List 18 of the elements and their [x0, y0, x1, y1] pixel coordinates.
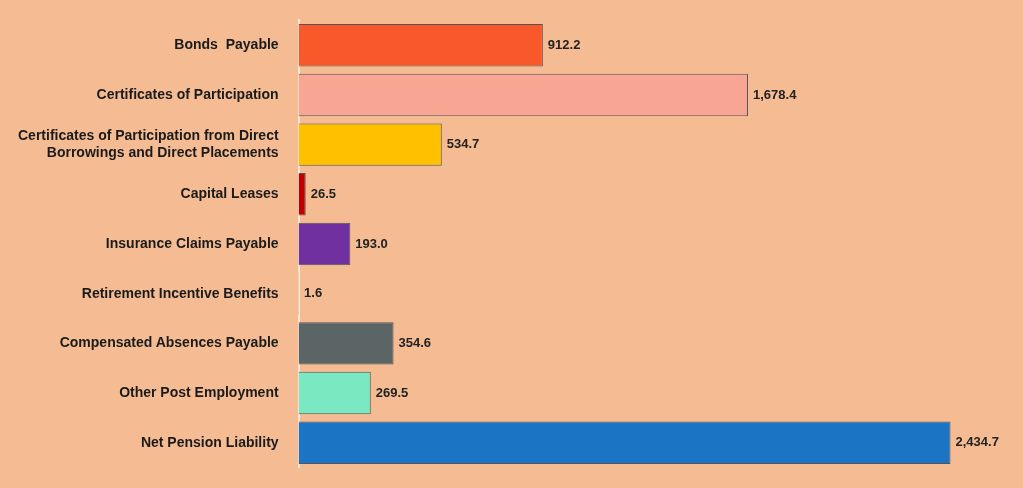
data-label: 2,434.7 — [955, 434, 999, 450]
data-label: 193.0 — [355, 235, 388, 251]
data-label: 912.2 — [547, 36, 581, 52]
data-label: 354.6 — [398, 334, 432, 350]
data-label: 26.5 — [310, 185, 337, 201]
data-label: 534.7 — [446, 136, 480, 152]
y-tick-label: Net Pension Liability — [140, 433, 279, 450]
y-tick-label: Retirement Incentive Benefits — [81, 284, 279, 301]
y-tick-label: Compensated Absences Payable — [59, 334, 279, 351]
data-label: 1,678.4 — [753, 86, 798, 102]
y-tick-label: Other Post Employment — [119, 383, 279, 400]
y-tick-label: Insurance Claims Payable — [105, 234, 279, 251]
y-tick-label: Certificates of Participation — [96, 85, 279, 102]
y-tick-label: Bonds Payable — [174, 36, 279, 53]
y-tick-label: Certificates of Participation from Direct Borrowings and Direct Placements — [17, 127, 279, 160]
data-label: 269.5 — [375, 384, 409, 400]
y-tick-label: Capital Leases — [180, 185, 279, 202]
data-label: 1.6 — [304, 285, 323, 301]
